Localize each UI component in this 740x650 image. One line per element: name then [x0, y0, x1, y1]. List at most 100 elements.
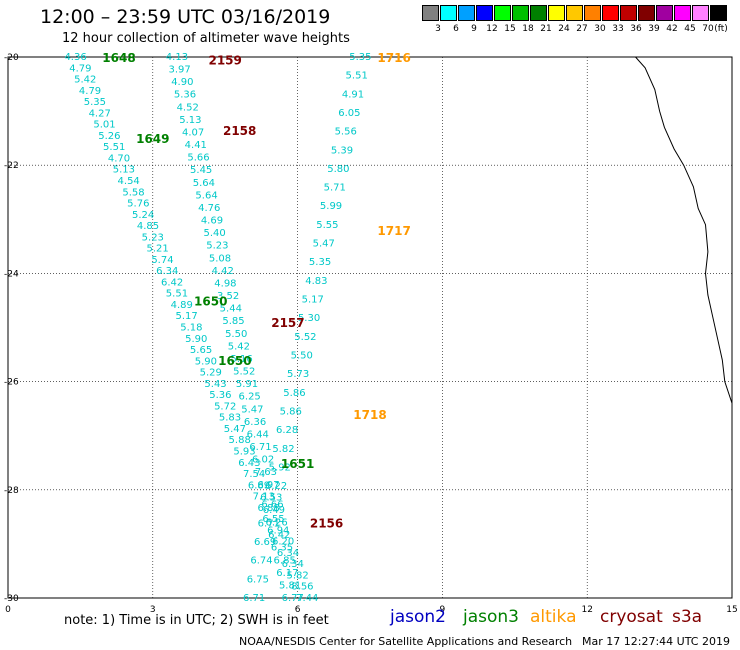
swh-value-track-b: 5.16	[230, 354, 252, 365]
swh-value-track-b: 4.52	[177, 102, 199, 113]
swh-value-track-c: 5.73	[287, 369, 309, 380]
y-tick-label: -24	[4, 269, 19, 279]
scale-swatch	[440, 5, 457, 21]
swh-value-track-a: 5.24	[132, 210, 154, 221]
swh-value-track-b: 5.50	[225, 329, 247, 340]
scale-swatch	[422, 5, 439, 21]
scale-swatch	[638, 5, 655, 21]
swh-value-track-a: 5.51	[166, 289, 188, 300]
swh-value-track-a: 7.13	[253, 492, 275, 503]
page-title: 12:00 – 23:59 UTC 03/16/2019	[40, 6, 331, 28]
swh-value-track-c: 5.39	[331, 145, 353, 156]
swh-value-track-b: 5.45	[190, 165, 212, 176]
pass-time-label: 1718	[353, 408, 386, 422]
scale-unit: (ft)	[714, 24, 728, 34]
scale-label: 33	[612, 24, 624, 34]
pass-time-label: 2156	[310, 516, 343, 530]
swh-value-track-c: 6.66	[261, 500, 283, 511]
scale-swatch	[620, 5, 637, 21]
page-subtitle: 12 hour collection of altimeter wave hei…	[62, 31, 350, 46]
swh-value-track-b: 5.44	[220, 304, 242, 315]
swh-value-track-c: 5.55	[316, 220, 338, 231]
y-tick-label: -28	[4, 486, 19, 496]
swh-value-track-a: 4.89	[171, 300, 193, 311]
pass-time-label: 1649	[136, 132, 169, 146]
swh-value-track-a: 5.21	[146, 244, 168, 255]
swh-value-track-a: 5.83	[219, 413, 241, 424]
swh-value-track-a: 5.88	[229, 435, 251, 446]
swh-value-track-b: 6.17	[276, 568, 298, 579]
scale-label: 15	[504, 24, 516, 34]
swh-value-track-a: 4.27	[89, 108, 111, 119]
swh-value-track-a: 5.26	[98, 131, 120, 142]
swh-value-track-c: 6.74	[250, 556, 272, 567]
swh-value-track-b: 6.36	[244, 417, 266, 428]
swh-value-track-b: 6.71	[249, 442, 271, 453]
swh-value-track-b: 5.91	[236, 379, 258, 390]
swh-value-track-a: 5.76	[127, 199, 149, 210]
swh-value-track-a: 5.58	[122, 187, 144, 198]
swh-value-track-c: 5.50	[291, 350, 313, 361]
swh-value-track-a: 7.44	[296, 593, 318, 604]
swh-value-track-c: 5.35	[349, 52, 371, 63]
swh-value-track-b: 5.64	[193, 178, 215, 189]
swh-value-track-b: 4.42	[212, 266, 234, 277]
map-frame	[7, 56, 733, 599]
swh-value-track-a: 6.34	[282, 559, 304, 570]
swh-value-track-a: 6.55	[262, 514, 284, 525]
swh-value-track-a: 5.82	[286, 570, 308, 581]
swh-value-track-c: 4.83	[305, 276, 327, 287]
swh-value-track-b: 6.02	[252, 455, 274, 466]
swh-value-track-c: 5.52	[294, 332, 316, 343]
pass-time-label: 2159	[208, 54, 241, 68]
scale-label: 36	[630, 24, 642, 34]
swh-value-track-a: 5.74	[151, 255, 173, 266]
swh-value-track-b: 6.49	[263, 505, 285, 516]
swh-value-track-a: 4.85	[137, 221, 159, 232]
swh-value-track-c: 5.47	[313, 239, 335, 250]
swh-value-track-a: 5.90	[195, 356, 217, 367]
swh-value-track-c: 5.71	[324, 183, 346, 194]
scale-label: 24	[558, 24, 570, 34]
scale-swatch	[710, 5, 727, 21]
legend-jason3: jason3	[463, 607, 519, 627]
swh-value-track-a: 5.13	[113, 165, 135, 176]
swh-value-track-a: 5.90	[185, 334, 207, 345]
pass-time-label: 1650	[194, 294, 227, 308]
pass-time-label: 1651	[281, 457, 314, 471]
swh-value-track-b: 6.35	[271, 543, 293, 554]
swh-value-track-a: 5.43	[204, 379, 226, 390]
scale-label: 21	[540, 24, 552, 34]
swh-value-track-c: 4.91	[342, 89, 364, 100]
swh-value-track-a: 6.34	[277, 548, 299, 559]
swh-value-track-b: 5.23	[206, 241, 228, 252]
swh-value-track-b: 5.40	[204, 228, 226, 239]
y-tick-label: -22	[4, 161, 19, 171]
swh-value-track-a: 7.54	[243, 469, 265, 480]
y-tick-label: -26	[4, 378, 19, 388]
swh-value-track-a: 5.51	[103, 142, 125, 153]
scale-swatch	[602, 5, 619, 21]
swh-value-track-c: 5.99	[320, 201, 342, 212]
swh-value-track-a: 8.56	[291, 582, 313, 593]
coastline	[635, 56, 733, 404]
swh-value-track-c: 5.86	[283, 388, 305, 399]
swh-value-track-b: 6.25	[239, 392, 261, 403]
swh-value-track-b: 3.52	[217, 291, 239, 302]
swh-value-track-b: 5.52	[233, 367, 255, 378]
swh-value-track-a: 5.01	[93, 120, 115, 131]
swh-value-track-a: 5.72	[214, 401, 236, 412]
pass-time-label: 1648	[102, 51, 135, 65]
swh-value-track-a: 6.42	[161, 277, 183, 288]
swh-value-track-b: 5.64	[195, 190, 217, 201]
pass-time-label: 2157	[271, 316, 304, 330]
scale-swatch	[674, 5, 691, 21]
swh-value-track-c: 5.30	[298, 313, 320, 324]
swh-value-track-c: 5.56	[335, 127, 357, 138]
scale-swatch	[548, 5, 565, 21]
swh-value-track-a: 5.93	[233, 446, 255, 457]
swh-value-track-a: 5.29	[200, 368, 222, 379]
swh-value-track-b: 6.97	[257, 480, 279, 491]
legend-jason2: jason2	[390, 607, 446, 627]
scale-label: 30	[594, 24, 606, 34]
